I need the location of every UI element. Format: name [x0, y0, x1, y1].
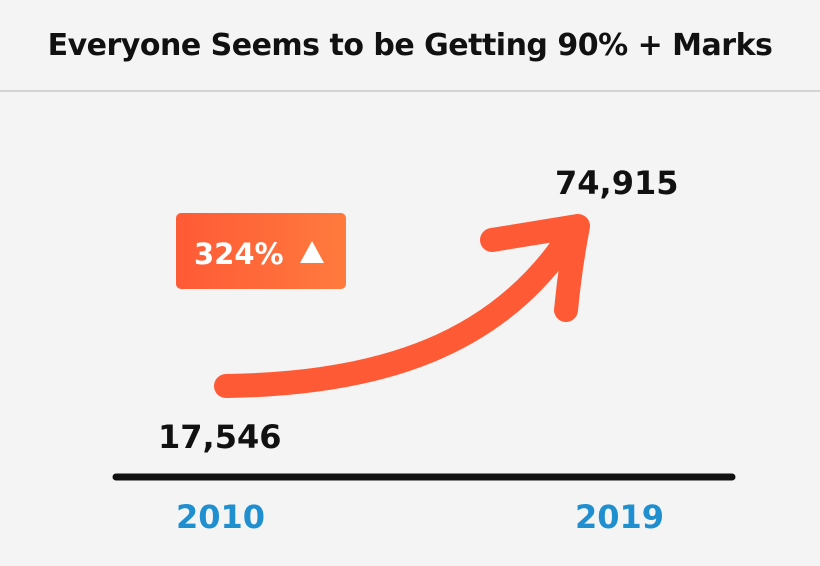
change-badge: 324% [176, 213, 346, 289]
chart-title: Everyone Seems to be Getting 90% + Marks [47, 27, 773, 63]
change-badge-background [176, 213, 346, 289]
year-label-2019: 2019 [575, 498, 664, 536]
triangle-up-icon [300, 241, 324, 263]
growth-arrow [214, 214, 590, 398]
header: Everyone Seems to be Getting 90% + Marks [0, 0, 820, 92]
growth-arrow-curve [214, 220, 584, 398]
value-label-2010: 17,546 [158, 418, 281, 456]
year-label-2010: 2010 [176, 498, 265, 536]
value-label-2019: 74,915 [555, 164, 678, 202]
change-percent-label: 324% [194, 237, 284, 271]
growth-arrow-head [480, 214, 590, 322]
